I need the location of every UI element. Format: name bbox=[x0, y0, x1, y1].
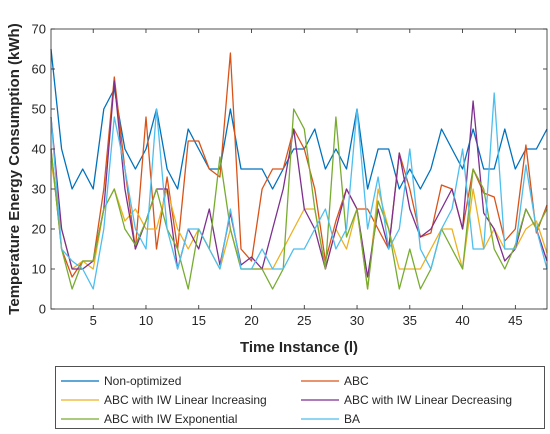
x-tick-label: 35 bbox=[403, 313, 417, 328]
series-layer bbox=[50, 48, 548, 290]
x-tick-label: 45 bbox=[508, 313, 522, 328]
x-tick-label: 40 bbox=[455, 313, 469, 328]
y-tick-label: 40 bbox=[32, 142, 46, 157]
x-tick-label: 10 bbox=[139, 313, 153, 328]
x-tick-label: 25 bbox=[297, 313, 311, 328]
legend-label: Non-optimized bbox=[104, 374, 181, 388]
legend-label: ABC with IW Linear Decreasing bbox=[344, 393, 512, 407]
y-tick-label: 20 bbox=[32, 222, 46, 237]
axes-box bbox=[50, 28, 548, 310]
y-tick-label: 10 bbox=[32, 262, 46, 277]
legend-items: Non-optimized ABC ABC with IW Linear Incre… bbox=[61, 374, 512, 426]
x-tick-label: 30 bbox=[350, 313, 364, 328]
x-tick-label: 15 bbox=[192, 313, 206, 328]
y-tick-label: 60 bbox=[32, 62, 46, 77]
legend-box bbox=[55, 366, 545, 429]
y-tick-label: 0 bbox=[39, 302, 46, 317]
axes-layer: 0 10 20 30 40 50 60 70 5 10 15 20 25 30 35 40 45 bbox=[32, 22, 548, 328]
x-axis-title: Time Instance (l) bbox=[240, 339, 358, 356]
series-line-4 bbox=[50, 80, 548, 278]
x-tick-label: 20 bbox=[244, 313, 258, 328]
legend-label: ABC with IW Exponential bbox=[104, 412, 237, 426]
y-tick-label: 70 bbox=[32, 22, 46, 37]
series-line-6 bbox=[50, 92, 548, 290]
x-tick-label: 5 bbox=[90, 313, 97, 328]
legend-label: ABC with IW Linear Increasing bbox=[104, 393, 267, 407]
legend-label: ABC bbox=[344, 374, 369, 388]
y-axis-title: Temperature Energy Consumption (kWh) bbox=[6, 23, 23, 314]
legend: Non-optimized ABC ABC with IW Linear Incre… bbox=[55, 366, 545, 429]
series-line-5 bbox=[50, 108, 548, 290]
y-tick-label: 30 bbox=[32, 182, 46, 197]
y-tick-label: 50 bbox=[32, 102, 46, 117]
legend-label: BA bbox=[344, 412, 360, 426]
